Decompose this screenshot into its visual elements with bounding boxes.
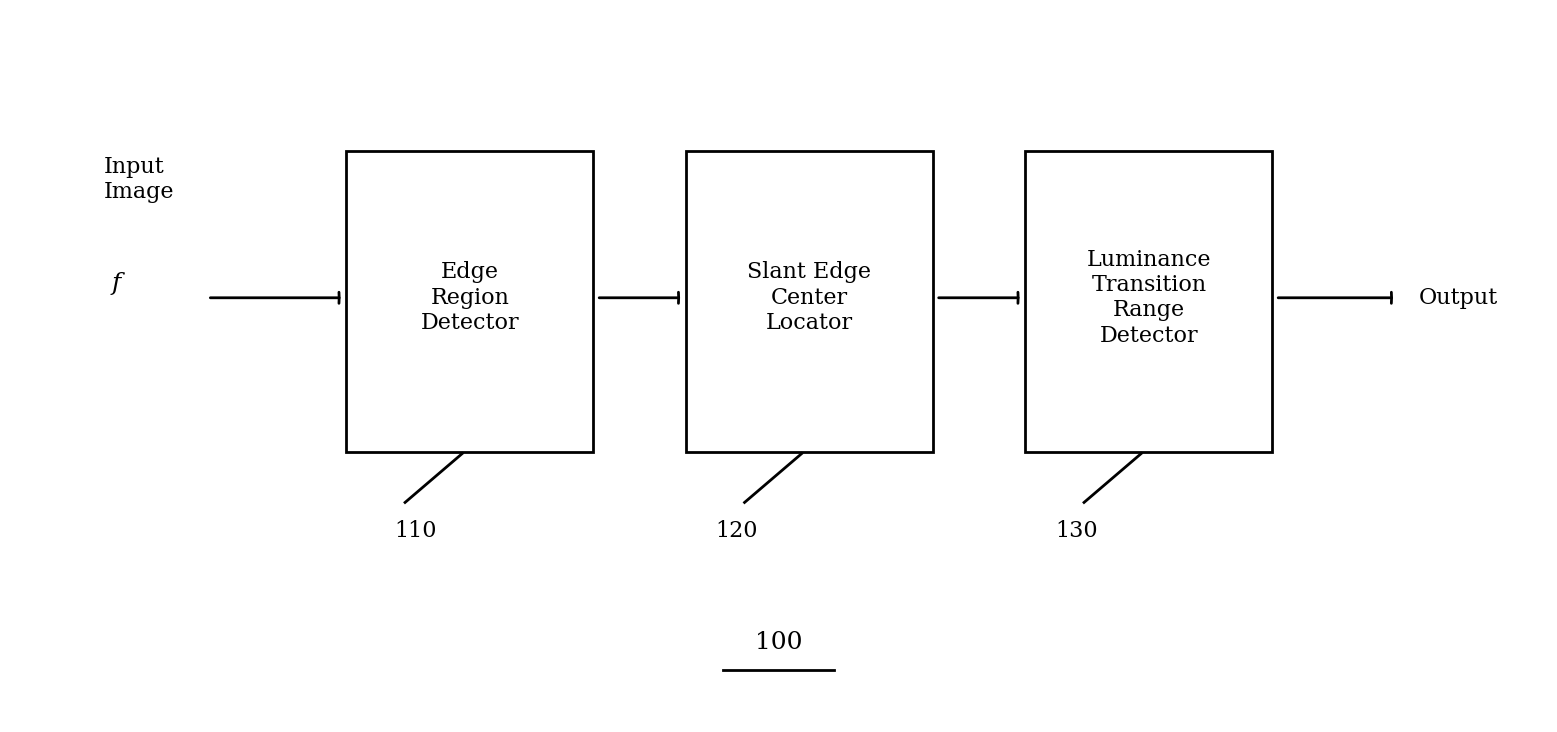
Text: Edge
Region
Detector: Edge Region Detector	[420, 261, 518, 335]
Text: 120: 120	[716, 520, 758, 542]
Text: 100: 100	[755, 631, 802, 654]
Text: Luminance
Transition
Range
Detector: Luminance Transition Range Detector	[1087, 249, 1211, 347]
Text: 110: 110	[394, 520, 438, 542]
Text: 130: 130	[1056, 520, 1098, 542]
FancyBboxPatch shape	[346, 151, 593, 452]
Text: Slant Edge
Center
Locator: Slant Edge Center Locator	[747, 261, 872, 335]
FancyBboxPatch shape	[1026, 151, 1272, 452]
Text: Input
Image: Input Image	[104, 156, 174, 203]
Text: f: f	[112, 272, 121, 295]
Text: Output: Output	[1418, 287, 1498, 309]
FancyBboxPatch shape	[687, 151, 933, 452]
